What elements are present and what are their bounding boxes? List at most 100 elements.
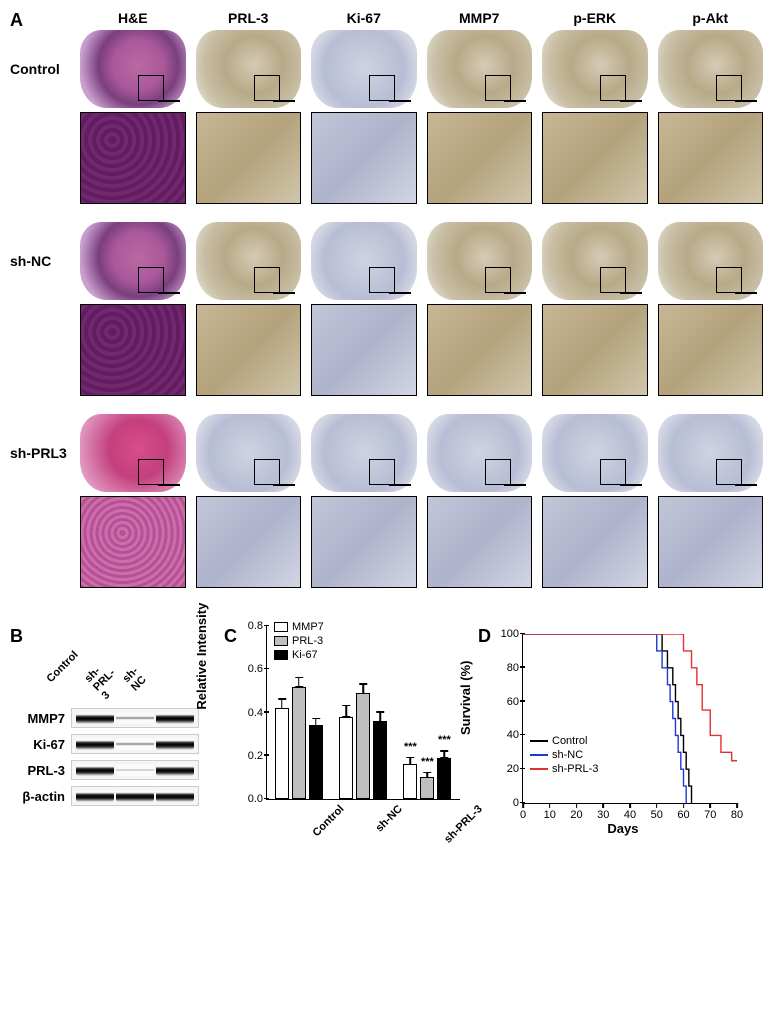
- survival-ytick: 100: [493, 628, 519, 640]
- wb-band: [156, 712, 194, 724]
- magnify-box-icon: [369, 75, 395, 101]
- error-bar-icon: [281, 698, 283, 709]
- zoom-thumbnail: [196, 496, 302, 588]
- zoom-thumbnail: [658, 304, 764, 396]
- legend-text: sh-NC: [552, 748, 583, 762]
- survival-xtick: 30: [597, 809, 609, 821]
- scale-bar-icon: [620, 484, 642, 486]
- survival-axes: 02040608010001020304050607080: [522, 634, 737, 804]
- bar: ***: [420, 777, 434, 799]
- panel-a-grid: H&EPRL-3Ki-67MMP7p-ERKp-AktControl: [10, 10, 763, 602]
- panel-a-col-header: p-Akt: [658, 10, 764, 26]
- survival-chart: Survival (%) 020406080100010203040506070…: [478, 626, 743, 836]
- zoom-thumbnail: [658, 112, 764, 204]
- survival-ytick: 40: [493, 729, 519, 741]
- brain-thumbnail: [658, 30, 764, 108]
- wb-band: [116, 738, 154, 750]
- bar: [292, 687, 306, 799]
- magnify-box-icon: [254, 267, 280, 293]
- legend-line-icon: [530, 754, 548, 756]
- bar-chart-axes: 0.00.20.40.60.8 Control: [266, 626, 460, 800]
- bar-group: [339, 626, 387, 799]
- wb-band: [116, 712, 154, 724]
- magnify-box-icon: [254, 459, 280, 485]
- scale-bar-icon: [389, 292, 411, 294]
- bar-chart-ytick: 0.0: [233, 793, 263, 805]
- bar: [275, 708, 289, 799]
- brain-thumbnail: [427, 414, 533, 492]
- wb-row: Ki-67: [10, 734, 210, 754]
- panel-a-row-label: sh-NC: [10, 253, 70, 269]
- scale-bar-icon: [273, 484, 295, 486]
- brain-thumbnail: [196, 414, 302, 492]
- legend-line-icon: [530, 768, 548, 770]
- bar-chart-ytick: 0.8: [233, 620, 263, 632]
- error-bar-icon: [362, 683, 364, 694]
- scale-bar-icon: [273, 292, 295, 294]
- survival-series-line: [523, 634, 692, 803]
- bar-chart-ylabel: Relative Intensity: [194, 603, 209, 710]
- brain-thumbnail: [196, 30, 302, 108]
- error-bar-icon: [379, 711, 381, 722]
- brain-thumbnail: [427, 222, 533, 300]
- legend-line-icon: [530, 740, 548, 742]
- panel-a-col-header: MMP7: [427, 10, 533, 26]
- zoom-thumbnail: [80, 304, 186, 396]
- magnify-box-icon: [369, 459, 395, 485]
- survival-lines: [523, 634, 737, 803]
- survival-series-line: [523, 634, 686, 803]
- wb-protein-label: MMP7: [10, 711, 71, 726]
- zoom-thumbnail: [542, 496, 648, 588]
- wb-band: [116, 764, 154, 776]
- magnify-box-icon: [600, 75, 626, 101]
- wb-protein-label: β-actin: [10, 789, 71, 804]
- wb-band: [116, 790, 154, 802]
- scale-bar-icon: [504, 100, 526, 102]
- brain-thumbnail: [311, 222, 417, 300]
- zoom-thumbnail: [80, 496, 186, 588]
- zoom-thumbnail: [311, 304, 417, 396]
- legend-item: sh-PRL-3: [530, 762, 598, 776]
- wb-lane-set: [71, 734, 199, 754]
- bar-group: *** *** ***: [403, 626, 451, 799]
- panel-b-label: B: [10, 626, 23, 647]
- brain-thumbnail: [196, 222, 302, 300]
- survival-xtick: 60: [677, 809, 689, 821]
- scale-bar-icon: [504, 292, 526, 294]
- survival-xtick: 50: [651, 809, 663, 821]
- magnify-box-icon: [138, 267, 164, 293]
- panel-a-col-header: p-ERK: [542, 10, 648, 26]
- scale-bar-icon: [273, 100, 295, 102]
- legend-item: Control: [530, 734, 598, 748]
- zoom-thumbnail: [196, 304, 302, 396]
- wb-row: β-actin: [10, 786, 210, 806]
- panel-a-col-header: H&E: [80, 10, 186, 26]
- panel-c: C MMP7 PRL-3 Ki-67 Relative Intensity 0.…: [224, 626, 464, 836]
- scale-bar-icon: [389, 484, 411, 486]
- bar-chart-ytick: 0.6: [233, 663, 263, 675]
- significance-label: ***: [438, 734, 451, 746]
- brain-thumbnail: [658, 414, 764, 492]
- wb-band: [76, 712, 114, 724]
- bar-chart-xlabel: Control: [311, 803, 347, 839]
- wb-band: [76, 764, 114, 776]
- legend-item: sh-NC: [530, 748, 598, 762]
- zoom-thumbnail: [427, 496, 533, 588]
- scale-bar-icon: [735, 100, 757, 102]
- brain-thumbnail: [311, 414, 417, 492]
- scale-bar-icon: [504, 484, 526, 486]
- bar: ***: [403, 764, 417, 799]
- zoom-thumbnail: [427, 304, 533, 396]
- bar: [356, 693, 370, 799]
- bottom-row: B Controlsh-PRL-3sh-NC MMP7 Ki-67 PRL-3 …: [10, 626, 763, 836]
- magnify-box-icon: [485, 459, 511, 485]
- survival-xtick: 40: [624, 809, 636, 821]
- significance-label: ***: [421, 756, 434, 768]
- magnify-box-icon: [369, 267, 395, 293]
- zoom-thumbnail: [427, 112, 533, 204]
- error-bar-icon: [410, 757, 412, 766]
- bar: ***: [437, 758, 451, 799]
- panel-a-col-header: PRL-3: [196, 10, 302, 26]
- bar-chart: MMP7 PRL-3 Ki-67 Relative Intensity 0.00…: [224, 626, 464, 836]
- zoom-thumbnail: [542, 112, 648, 204]
